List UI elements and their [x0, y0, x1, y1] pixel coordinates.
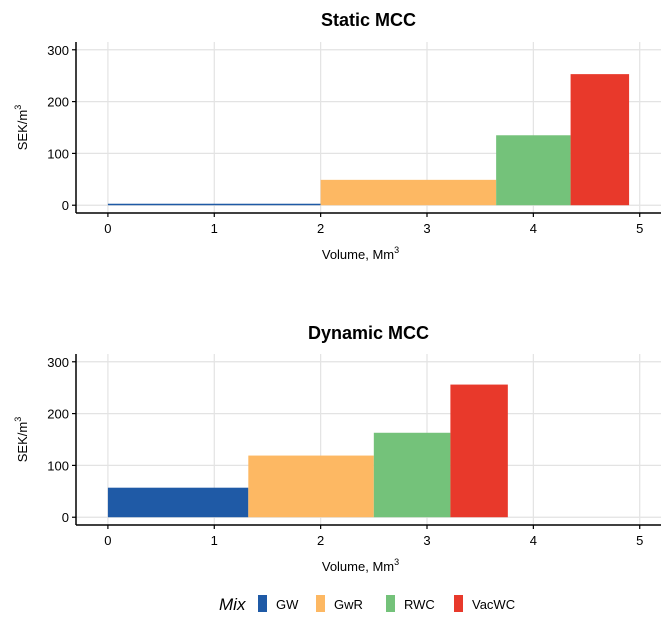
chart-2-x-tick-label: 1: [211, 533, 218, 548]
legend-title: Mix: [219, 595, 246, 614]
chart-2-y-tick-label: 0: [62, 510, 69, 525]
chart-1-x-tick-label: 2: [317, 221, 324, 236]
chart-1-x-axis-label: Volume, Mm3: [322, 245, 399, 262]
chart-2-title: Dynamic MCC: [308, 323, 429, 343]
chart-2-y-tick-label: 300: [47, 355, 69, 370]
chart-1-title: Static MCC: [321, 10, 416, 30]
chart-1-x-tick-label: 5: [636, 221, 643, 236]
chart-1-x-tick-label: 0: [104, 221, 111, 236]
legend-swatch-vacwc: [454, 595, 463, 612]
chart-2-bar-rwc: [373, 432, 451, 518]
chart-2-x-tick-label: 2: [317, 533, 324, 548]
chart-1-bar-rwc: [496, 135, 571, 206]
chart-2-y-tick-label: 100: [47, 458, 69, 473]
legend-swatch-gwr: [316, 595, 325, 612]
chart-2-x-tick-label: 5: [636, 533, 643, 548]
chart-1-x-tick-label: 1: [211, 221, 218, 236]
chart-2-x-tick-label: 3: [423, 533, 430, 548]
legend-label-rwc: RWC: [404, 597, 435, 612]
chart-2-y-tick-label: 200: [47, 407, 69, 422]
chart-2-x-tick-label: 0: [104, 533, 111, 548]
chart-1-y-axis-label: SEK/m3: [13, 105, 30, 150]
chart-1-y-tick-label: 300: [47, 43, 69, 58]
legend-label-vacwc: VacWC: [472, 597, 515, 612]
chart-1-bar-gw: [107, 203, 321, 206]
chart-2-bar-vacwc: [450, 384, 508, 518]
legend-label-gwr: GwR: [334, 597, 363, 612]
chart-2-x-tick-label: 4: [530, 533, 537, 548]
chart-1-bar-gwr: [320, 179, 497, 206]
legend-label-gw: GW: [276, 597, 299, 612]
chart-1-bar-vacwc: [570, 74, 630, 206]
chart-1-y-tick-label: 100: [47, 146, 69, 161]
chart-1-y-tick-label: 200: [47, 95, 69, 110]
chart-2-y-axis-label: SEK/m3: [13, 417, 30, 462]
legend-swatch-rwc: [386, 595, 395, 612]
chart-2-bar-gwr: [248, 455, 374, 518]
chart-1-x-tick-label: 4: [530, 221, 537, 236]
chart-2-bar-gw: [107, 487, 249, 518]
chart-2-x-axis-label: Volume, Mm3: [322, 557, 399, 574]
chart-1-x-tick-label: 3: [423, 221, 430, 236]
chart-1-y-tick-label: 0: [62, 198, 69, 213]
legend-swatch-gw: [258, 595, 267, 612]
